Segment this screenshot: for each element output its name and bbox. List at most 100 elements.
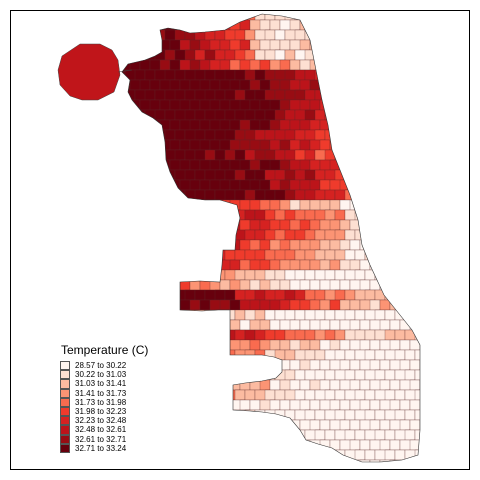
tract-cell bbox=[174, 429, 186, 441]
tract-cell bbox=[169, 459, 186, 462]
tract-cell bbox=[224, 229, 236, 241]
tract-cell bbox=[364, 289, 376, 301]
tract-cell bbox=[199, 79, 211, 91]
tract-cell bbox=[134, 329, 151, 341]
tract-cell bbox=[149, 459, 161, 462]
tract-cell bbox=[279, 39, 291, 51]
tract-cell bbox=[154, 149, 166, 161]
tract-cell bbox=[344, 29, 361, 41]
tract-cell bbox=[274, 209, 286, 221]
tract-cell bbox=[219, 399, 231, 411]
tract-cell bbox=[209, 39, 221, 51]
tract-cell bbox=[294, 389, 306, 401]
tract-cell bbox=[194, 449, 211, 461]
tract-cell bbox=[399, 279, 411, 291]
tract-cell bbox=[279, 299, 291, 311]
tract-cell bbox=[314, 249, 326, 261]
tract-cell bbox=[379, 459, 396, 462]
tract-cell bbox=[154, 189, 171, 201]
tract-cell bbox=[314, 169, 326, 181]
tract-cell bbox=[149, 39, 161, 51]
tract-cell bbox=[384, 249, 396, 261]
tract-cell bbox=[334, 229, 346, 241]
tract-cell bbox=[174, 229, 191, 241]
tract-cell bbox=[364, 409, 376, 421]
tract-cell bbox=[122, 269, 126, 281]
tract-cell bbox=[329, 339, 341, 351]
tract-cell bbox=[389, 119, 406, 131]
tract-cell bbox=[134, 189, 146, 201]
tract-cell bbox=[339, 359, 351, 371]
tract-cell bbox=[174, 209, 186, 221]
tract-cell bbox=[334, 289, 346, 301]
legend-label: 30.22 to 31.03 bbox=[75, 370, 127, 380]
tract-cell bbox=[319, 19, 331, 31]
tract-cell bbox=[184, 249, 201, 261]
tract-cell bbox=[279, 399, 291, 411]
tract-cell bbox=[369, 19, 386, 31]
tract-cell bbox=[214, 409, 226, 421]
tract-cell bbox=[314, 129, 326, 141]
tract-cell bbox=[189, 319, 206, 331]
tract-cell bbox=[209, 199, 221, 211]
tract-cell bbox=[379, 159, 396, 171]
tract-cell bbox=[409, 239, 420, 251]
tract-cell bbox=[219, 39, 231, 51]
tract-cell bbox=[344, 89, 361, 101]
tract-cell bbox=[259, 439, 271, 451]
tract-cell bbox=[304, 109, 316, 121]
tract-cell bbox=[279, 359, 291, 371]
tract-cell bbox=[309, 79, 326, 91]
tract-cell bbox=[134, 29, 151, 41]
tract-cell bbox=[409, 219, 420, 231]
tract-cell bbox=[214, 289, 226, 301]
tract-cell bbox=[384, 229, 401, 241]
tract-cell bbox=[204, 389, 216, 401]
tract-cell bbox=[309, 399, 321, 411]
tract-cell bbox=[264, 269, 276, 281]
tract-cell bbox=[404, 189, 416, 201]
tract-cell bbox=[284, 369, 296, 381]
tract-cell bbox=[379, 279, 396, 291]
tract-cell bbox=[259, 299, 271, 311]
legend-label: 32.71 to 33.24 bbox=[75, 443, 127, 453]
tract-cell bbox=[139, 319, 151, 331]
tract-cell bbox=[319, 79, 331, 91]
tract-cell bbox=[414, 169, 420, 181]
tract-cell bbox=[389, 379, 401, 391]
tract-cell bbox=[204, 229, 221, 241]
tract-cell bbox=[304, 89, 316, 101]
tract-cell bbox=[314, 89, 331, 101]
tract-cell bbox=[229, 139, 241, 151]
tract-cell bbox=[279, 279, 291, 291]
tract-cell bbox=[204, 14, 216, 21]
tract-cell bbox=[139, 139, 151, 151]
tract-cell bbox=[234, 329, 246, 341]
tract-cell bbox=[159, 59, 171, 71]
tract-cell bbox=[122, 229, 131, 241]
tract-cell bbox=[204, 149, 216, 161]
tract-cell bbox=[324, 369, 336, 381]
tract-cell bbox=[189, 99, 201, 111]
tract-cell bbox=[154, 449, 166, 461]
tract-cell bbox=[364, 269, 376, 281]
tract-cell bbox=[244, 289, 256, 301]
tract-cell bbox=[329, 219, 341, 231]
tract-cell bbox=[269, 279, 281, 291]
tract-cell bbox=[394, 289, 406, 301]
tract-cell bbox=[379, 19, 391, 31]
tract-cell bbox=[369, 39, 381, 51]
tract-cell bbox=[404, 169, 416, 181]
tract-cell bbox=[269, 319, 281, 331]
tract-cell bbox=[339, 239, 351, 251]
tract-cell bbox=[364, 69, 381, 81]
tract-cell bbox=[209, 79, 221, 91]
tract-cell bbox=[122, 239, 136, 251]
tract-cell bbox=[254, 369, 266, 381]
tract-cell bbox=[199, 299, 211, 311]
legend-label: 31.03 to 31.41 bbox=[75, 379, 127, 389]
tract-cell bbox=[284, 309, 296, 321]
legend-swatch bbox=[60, 406, 70, 417]
tract-cell bbox=[314, 429, 326, 441]
tract-cell bbox=[344, 149, 361, 161]
